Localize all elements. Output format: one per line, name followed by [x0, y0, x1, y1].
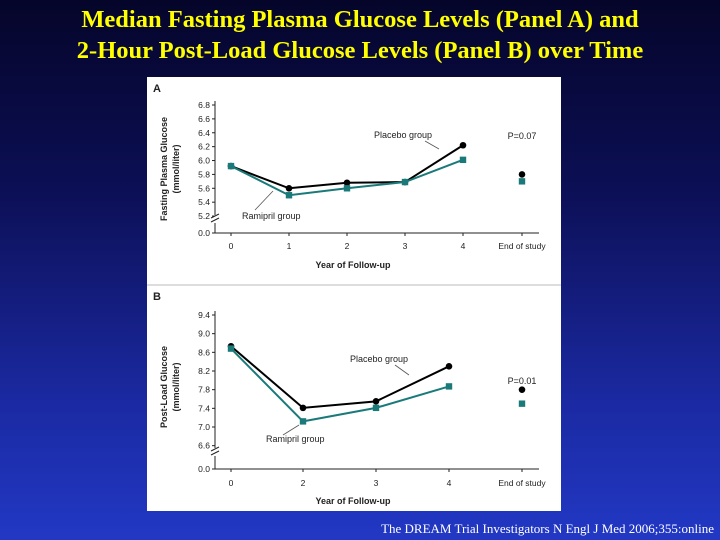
panel-A-placebo-point: [285, 184, 293, 192]
panel-B-placebo-point: [299, 404, 307, 412]
panel-B-ramipril-point: [518, 400, 526, 407]
panel-A-y-tick-label: 5.6: [198, 183, 210, 193]
panel-A-x-axis-label: Year of Follow-up: [315, 260, 391, 270]
panel-B-ramipril-pointer: [282, 424, 300, 436]
panel-B-letter: B: [153, 291, 161, 303]
panel-A-y-tick-label: 6.2: [198, 142, 210, 152]
panel-B-x-tick-label: 3: [374, 478, 379, 488]
panel-A-x-tick-label: 3: [403, 241, 408, 251]
panel-B-x-axis-label: Year of Follow-up: [315, 496, 391, 506]
panel-A-ramipril-point: [518, 178, 526, 185]
panel-B-axis-break-1: [210, 446, 220, 452]
panel-B-ramipril-label: Ramipril group: [266, 434, 325, 444]
panel-B-placebo-pointer: [394, 364, 410, 376]
panel-B-x-tick-label: 4: [447, 478, 452, 488]
panel-B-placebo-point: [518, 386, 526, 393]
panel-B-ramipril-point: [299, 418, 307, 425]
panel-A-ramipril-point: [459, 156, 467, 164]
panel-B-x-tick-label: End of study: [498, 478, 546, 488]
figure-panel: A 0.0 5.2 5.4 5.6 5.8 6.0 6.2 6.4 6.6 6.8 0 1 2 3 4 End …: [147, 77, 561, 511]
panel-B-y-tick-label: 6.6: [198, 441, 210, 451]
panel-B-ramipril-line: [230, 347, 450, 423]
panel-B-y-tick-label: 7.4: [198, 403, 210, 413]
panel-B-y-tick-label: 8.6: [198, 347, 210, 357]
panel-A-ramipril-label: Ramipril group: [242, 211, 301, 221]
panel-B-axis-break-2: [210, 450, 220, 456]
panel-B-ramipril-point: [372, 404, 380, 412]
panel-A-ramipril-point: [285, 192, 293, 199]
panel-A-y-tick-label: 6.4: [198, 128, 210, 138]
panel-A-y-tick-label: 5.8: [198, 169, 210, 179]
panel-B-placebo-point: [372, 398, 380, 405]
slide-title: Median Fasting Plasma Glucose Levels (Pa…: [0, 4, 720, 66]
panel-B-y-tick-label: 9.4: [198, 310, 210, 320]
panel-A-letter: A: [153, 83, 161, 95]
panel-A-y-axis-unit: (mmol/liter): [171, 144, 181, 193]
panel-A-ramipril-pointer: [254, 190, 274, 211]
panel-A-y-tick-label: 6.0: [198, 156, 210, 166]
panel-A-y-axis-label: Fasting Plasma Glucose: [159, 117, 169, 221]
panel-A-x-tick-label: 1: [287, 241, 292, 251]
panel-A-placebo-pointer: [424, 140, 440, 150]
panel-A-ramipril-point: [227, 162, 235, 170]
panel-A-x-tick-label: 2: [345, 241, 350, 251]
panel-A-y-tick-label: 6.6: [198, 114, 210, 124]
glucose-charts: A 0.0 5.2 5.4 5.6 5.8 6.0 6.2 6.4 6.6 6.8 0 1 2 3 4 End …: [147, 83, 561, 506]
slide-title-line1: Median Fasting Plasma Glucose Levels (Pa…: [81, 6, 639, 33]
panel-B-x-tick-label: 0: [229, 478, 234, 488]
panel-A-p-value: P=0.07: [508, 131, 537, 141]
panel-A-y-tick-label: 5.4: [198, 197, 210, 207]
panel-A-ramipril-point: [343, 185, 351, 192]
panel-A-placebo-point: [343, 179, 351, 187]
panel-B-x-tick-label: 2: [301, 478, 306, 488]
panel-A-x-tick-label: 0: [229, 241, 234, 251]
panel-A-ramipril-point: [401, 178, 409, 186]
panel-B-p-value: P=0.01: [508, 376, 537, 386]
panel-B-placebo-point: [445, 363, 453, 370]
panel-B-y-tick-label: 7.8: [198, 385, 210, 395]
panel-A-placebo-label: Placebo group: [374, 130, 432, 140]
panel-A-y-tick-label: 6.8: [198, 100, 210, 110]
panel-B-y-tick-label: 9.0: [198, 329, 210, 339]
panel-A-y-tick-label: 0.0: [198, 228, 210, 238]
panel-B-y-tick-label: 7.0: [198, 422, 210, 432]
panel-A-x-tick-label: 4: [461, 241, 466, 251]
panel-A-x-tick-label: End of study: [498, 241, 546, 251]
panel-B-ramipril-point: [227, 345, 235, 352]
panel-B-y-tick-label: 8.2: [198, 366, 210, 376]
panel-B-placebo-line: [230, 345, 450, 409]
panel-B-ramipril-point: [445, 383, 453, 390]
panel-A-y-tick-label: 5.2: [198, 211, 210, 221]
panel-A-placebo-point: [459, 141, 467, 149]
panel-A-axis-break-2: [210, 217, 220, 223]
slide-title-line2: 2-Hour Post-Load Glucose Levels (Panel B…: [76, 37, 644, 64]
citation: The DREAM Trial Investigators N Engl J M…: [381, 521, 714, 536]
panel-A-placebo-point: [518, 171, 526, 178]
panel-B-y-axis-unit: (mmol/liter): [171, 362, 181, 411]
panel-B-y-axis-label: Post-Load Glucose: [159, 346, 169, 428]
panel-B-y-tick-label: 0.0: [198, 464, 210, 474]
panel-B-placebo-label: Placebo group: [350, 354, 408, 364]
